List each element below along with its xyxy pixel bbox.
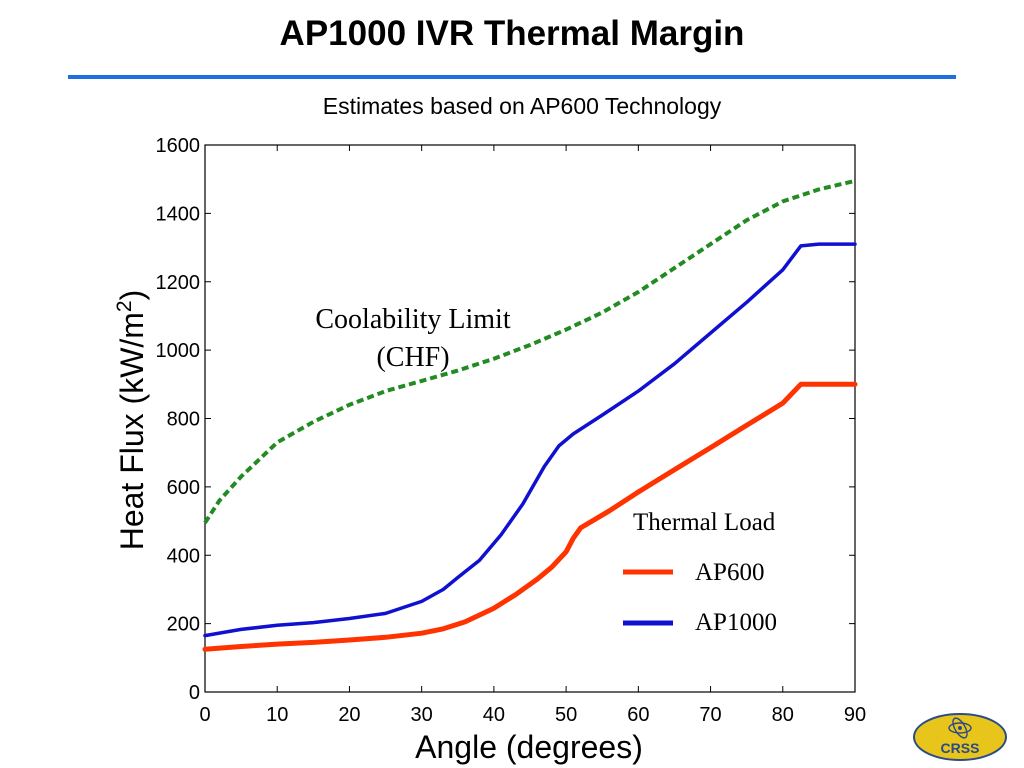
x-tick-label: 70 <box>699 704 721 726</box>
chf-limit-line <box>203 178 856 524</box>
ap1000-line <box>203 242 857 638</box>
y-axis-title: Heat Flux (kW/m2) <box>113 290 150 551</box>
y-tick-label: 800 <box>167 409 200 431</box>
x-tick-label: 90 <box>844 704 866 726</box>
plot-frame <box>204 144 856 693</box>
y-tick-label: 1400 <box>156 203 201 225</box>
series-lines <box>202 178 858 652</box>
legend-title: Thermal Load <box>633 509 776 536</box>
x-tick-label: 30 <box>411 704 433 726</box>
y-axis-title-main: Heat Flux (kW/m <box>114 312 150 550</box>
logo-ellipse <box>913 713 1007 761</box>
chf-annotation-line1: Coolability Limit <box>315 304 510 335</box>
y-tick-label: 200 <box>167 614 200 636</box>
ap600-line <box>202 381 858 652</box>
y-tick-label: 1600 <box>156 135 201 157</box>
slide-subtitle: Estimates based on AP600 Technology <box>322 93 722 119</box>
legend: Thermal Load AP600 AP1000 <box>623 509 777 636</box>
plot-area: 0 10 20 30 40 50 60 70 80 90 0 200 400 600 800 1000 1200… <box>156 135 867 726</box>
legend-label-ap600: AP600 <box>695 559 764 586</box>
y-axis-title-superscript: 2 <box>113 300 136 312</box>
x-tick-label: 10 <box>266 704 288 726</box>
crss-logo: CRSS <box>913 713 1007 761</box>
x-tick-label: 20 <box>338 704 360 726</box>
x-tick-label: 80 <box>772 704 794 726</box>
title-divider <box>68 75 956 79</box>
y-tick-label: 1000 <box>156 340 201 362</box>
x-tick-label: 0 <box>199 704 210 726</box>
chf-annotation-line2: (CHF) <box>376 342 449 373</box>
y-tick-label: 600 <box>167 477 200 499</box>
x-axis-title: Angle (degrees) <box>415 729 643 765</box>
logo-orbit-icon <box>948 722 972 734</box>
x-tick-label: 50 <box>555 704 577 726</box>
legend-label-ap1000: AP1000 <box>695 609 777 636</box>
y-tick-label: 400 <box>167 545 200 567</box>
x-tick-label: 40 <box>483 704 505 726</box>
y-tick-label: 0 <box>189 682 200 704</box>
slide-title: AP1000 IVR Thermal Margin <box>279 14 745 53</box>
y-tick-label: 1200 <box>156 272 201 294</box>
logo-nucleus-icon <box>958 726 962 730</box>
logo-orbit-icon-2 <box>952 717 968 739</box>
logo-text: CRSS <box>941 740 980 756</box>
axis-tick-labels: 0 10 20 30 40 50 60 70 80 90 0 200 400 600 800 1000 1200… <box>156 135 867 726</box>
axis-ticks <box>204 144 856 693</box>
y-axis-title-close: ) <box>114 290 150 301</box>
x-tick-label: 60 <box>627 704 649 726</box>
